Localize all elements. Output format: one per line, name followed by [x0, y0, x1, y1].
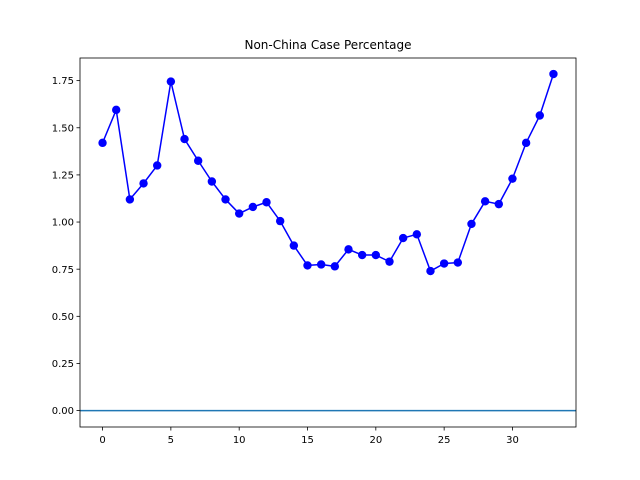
data-point-18: [344, 245, 353, 254]
x-tick-label-30: 30: [506, 435, 519, 446]
x-tick-label-20: 20: [369, 435, 382, 446]
data-point-0: [98, 138, 107, 148]
data-point-3: [139, 179, 148, 188]
data-point-8: [207, 177, 217, 186]
chart-title: Non-China Case Percentage: [244, 38, 411, 52]
data-point-6: [180, 134, 189, 144]
data-point-4: [153, 161, 162, 170]
y-tick-label-0.5: 0.50: [52, 312, 74, 323]
plot-area: 0 5 10 15 20 25 30 0.00 0.25 0.50 0.75 1.00 1.25 1.50…: [52, 57, 577, 446]
data-point-26: [453, 258, 463, 267]
data-point-5: [166, 77, 176, 86]
data-point-33: [549, 69, 558, 79]
data-point-32: [535, 111, 544, 120]
data-point-15: [303, 261, 312, 270]
data-point-29: [494, 199, 503, 209]
data-point-30: [508, 174, 517, 183]
data-point-28: [480, 197, 490, 206]
data-point-10: [234, 209, 244, 218]
y-tick-label-1: 1.00: [52, 218, 74, 229]
y-tick-label-0.75: 0.75: [52, 265, 74, 276]
data-point-13: [275, 216, 285, 226]
x-tick-label-10: 10: [233, 435, 246, 446]
data-point-25: [439, 259, 449, 268]
data-point-19: [357, 250, 367, 260]
y-tick-label-0: 0.00: [52, 406, 74, 417]
x-tick-label-25: 25: [438, 435, 451, 446]
data-point-9: [221, 195, 230, 204]
data-point-16: [316, 260, 326, 269]
data-point-24: [426, 266, 435, 276]
y-tick-label-1.25: 1.25: [52, 171, 74, 182]
data-point-20: [371, 250, 381, 260]
data-point-11: [248, 202, 258, 212]
x-tick-label-5: 5: [168, 435, 174, 446]
data-point-2: [125, 195, 135, 204]
data-point-22: [398, 233, 408, 243]
data-point-27: [467, 219, 476, 229]
y-tick-label-1.75: 1.75: [52, 76, 74, 87]
y-tick-label-1.5: 1.50: [52, 123, 74, 134]
data-point-1: [112, 105, 121, 115]
data-point-17: [330, 262, 340, 271]
data-point-7: [193, 156, 203, 165]
data-point-12: [262, 198, 271, 207]
data-point-14: [289, 241, 299, 250]
x-tick-label-0: 0: [99, 435, 105, 446]
data-point-31: [521, 138, 531, 148]
data-point-23: [412, 230, 422, 239]
x-tick-label-15: 15: [301, 435, 314, 446]
y-tick-label-0.25: 0.25: [52, 359, 74, 370]
series-line-0: [101, 73, 555, 272]
axes-frame: [79, 57, 577, 428]
data-point-21: [385, 257, 394, 266]
